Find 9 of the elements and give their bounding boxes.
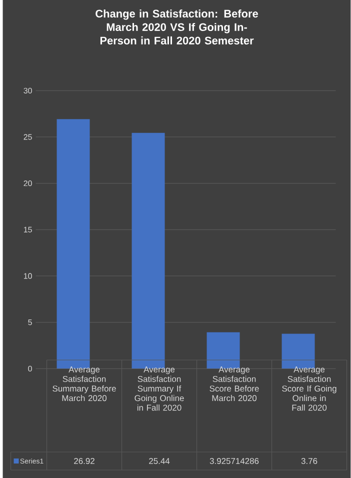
x-tick-label: Average Satisfaction Score Before March 2020 [210, 366, 259, 402]
data-label: 25.44 [149, 458, 170, 464]
chart-title: Change in Satisfaction: Before March 2020 VS If Going In-Person in Fall 2020 Semester [96, 10, 258, 44]
data-label: 3.925714286 [210, 458, 259, 464]
data-label: 3.76 [301, 458, 318, 464]
data-label: 26.92 [74, 458, 95, 464]
x-tick-label: Average Satisfaction Score If Going Online in Fall 2020 [282, 366, 336, 411]
x-tick-label: Average Satisfaction Summary If Going Online in Fall 2020 [134, 366, 184, 411]
x-tick-label: Average Satisfaction Summary Before March 2020 [52, 366, 116, 402]
